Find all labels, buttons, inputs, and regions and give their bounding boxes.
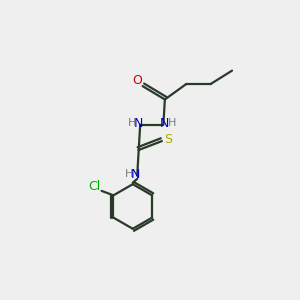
Text: N: N [134,117,143,130]
Text: N: N [160,117,170,130]
Text: H: H [125,169,133,179]
Text: S: S [164,133,172,146]
Text: H: H [167,118,176,128]
Text: N: N [131,168,140,181]
Text: Cl: Cl [88,180,100,193]
Text: H: H [128,118,136,128]
Text: O: O [132,74,142,87]
